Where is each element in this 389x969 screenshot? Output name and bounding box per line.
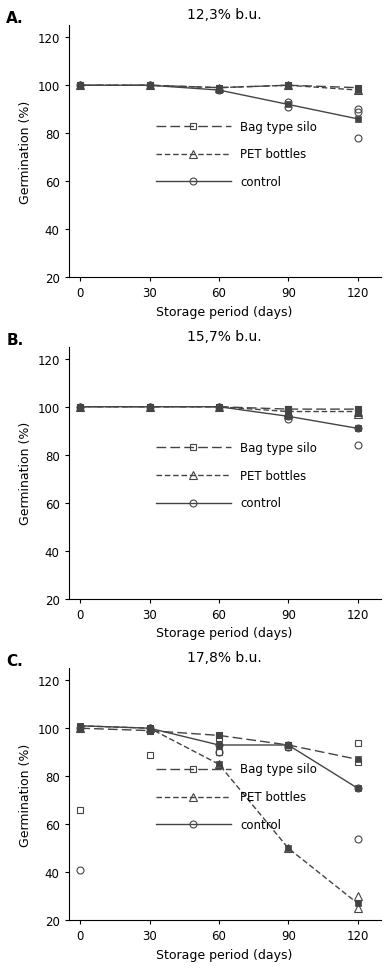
Text: control: control: [240, 818, 281, 831]
Title: 17,8% b.u.: 17,8% b.u.: [187, 650, 262, 665]
X-axis label: Storage period (days): Storage period (days): [156, 305, 293, 319]
Text: Bag type silo: Bag type silo: [240, 763, 317, 775]
X-axis label: Storage period (days): Storage period (days): [156, 627, 293, 640]
Text: control: control: [240, 175, 281, 189]
Title: 15,7% b.u.: 15,7% b.u.: [187, 329, 262, 343]
Y-axis label: Germination (%): Germination (%): [19, 422, 32, 525]
Text: PET bottles: PET bottles: [240, 148, 307, 161]
Text: A.: A.: [6, 12, 24, 26]
Text: PET bottles: PET bottles: [240, 469, 307, 483]
Text: B.: B.: [6, 332, 23, 347]
Y-axis label: Germination (%): Germination (%): [19, 101, 32, 203]
Text: Bag type silo: Bag type silo: [240, 442, 317, 454]
Text: PET bottles: PET bottles: [240, 791, 307, 803]
Text: control: control: [240, 497, 281, 510]
X-axis label: Storage period (days): Storage period (days): [156, 948, 293, 960]
Title: 12,3% b.u.: 12,3% b.u.: [187, 9, 262, 22]
Text: C.: C.: [6, 653, 23, 669]
Text: Bag type silo: Bag type silo: [240, 120, 317, 134]
Y-axis label: Germination (%): Germination (%): [19, 743, 32, 846]
